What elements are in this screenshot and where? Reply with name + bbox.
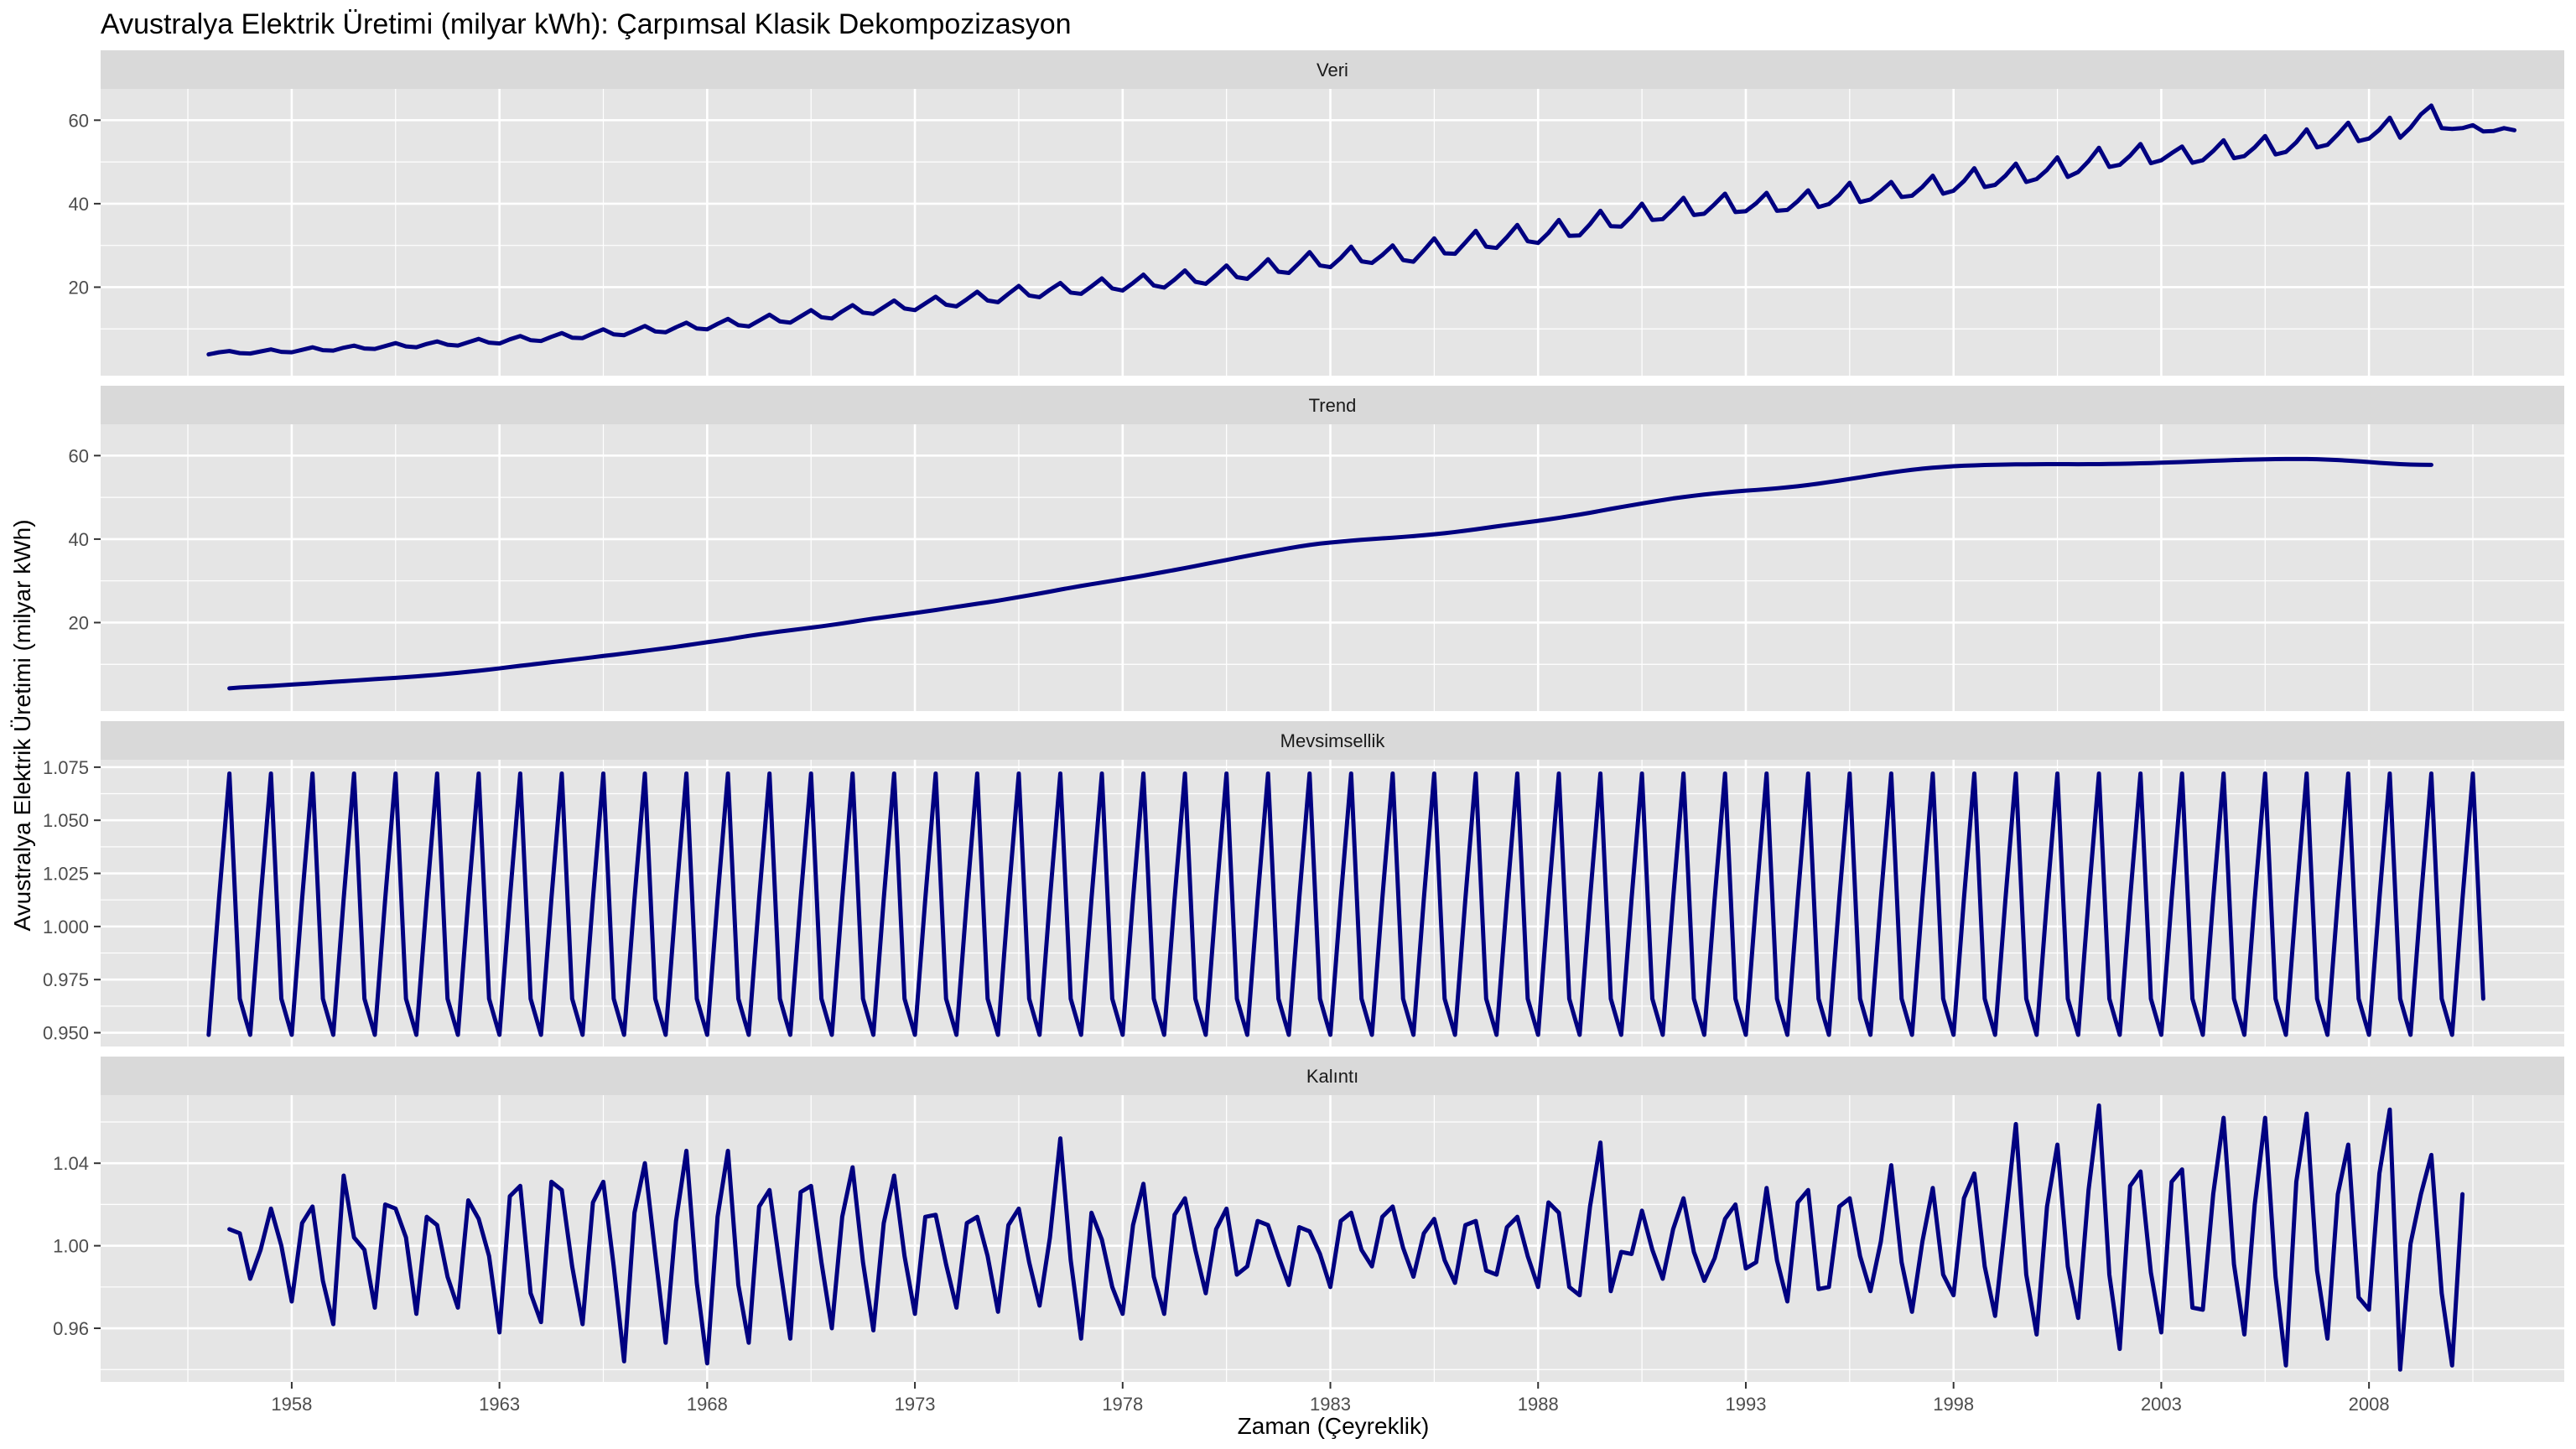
x-tick-label: 1998 <box>1933 1394 1974 1415</box>
series-line <box>206 771 2485 1037</box>
facet-1: Trend 20 40 60 <box>69 386 2564 711</box>
y-tick-label: 20 <box>69 277 89 298</box>
x-tick-label: 2008 <box>2349 1394 2390 1415</box>
x-tick-label: 1988 <box>1518 1394 1559 1415</box>
x-tick-label: 2003 <box>2141 1394 2182 1415</box>
y-tick-label: 0.950 <box>43 1023 89 1044</box>
facet-panel-bg <box>101 89 2564 376</box>
x-tick-label: 1973 <box>895 1394 936 1415</box>
y-tick-label: 1.000 <box>43 917 89 937</box>
y-tick-label: 1.04 <box>53 1153 89 1174</box>
facet-panels: Veri 20 40 60 Trend 20 40 60 Mevsimsellik 0.950 0.… <box>43 50 2564 1382</box>
x-tick-label: 1963 <box>479 1394 520 1415</box>
y-tick-label: 1.075 <box>43 757 89 778</box>
y-tick-label: 0.975 <box>43 969 89 990</box>
facet-0: Veri 20 40 60 <box>69 50 2564 376</box>
facet-strip-label: Veri <box>1317 60 1348 80</box>
x-tick-label: 1968 <box>687 1394 728 1415</box>
y-tick-label: 60 <box>69 445 89 466</box>
facet-strip <box>101 50 2564 89</box>
facet-strip-label: Kalıntı <box>1306 1066 1358 1087</box>
series-line <box>206 103 2517 357</box>
x-tick-label: 1993 <box>1725 1394 1766 1415</box>
x-axis: 1958 1963 1968 1973 1978 1983 1988 1993 1998 2003… <box>271 1382 2390 1415</box>
y-axis-title: Avustralya Elektrik Üretimi (milyar kWh) <box>9 519 35 931</box>
facet-3: Kalıntı 0.96 1.00 1.04 <box>53 1057 2564 1382</box>
y-tick-label: 40 <box>69 194 89 215</box>
y-tick-label: 1.050 <box>43 810 89 831</box>
x-axis-title: Zaman (Çeyreklik) <box>1238 1413 1430 1439</box>
facet-panel-bg <box>101 1095 2564 1382</box>
series-line <box>227 1103 2465 1372</box>
chart-title: Avustralya Elektrik Üretimi (milyar kWh)… <box>101 8 1072 40</box>
x-tick-label: 1983 <box>1310 1394 1351 1415</box>
y-tick-label: 60 <box>69 110 89 131</box>
y-tick-label: 1.00 <box>53 1236 89 1257</box>
facet-strip <box>101 386 2564 424</box>
facet-strip-label: Trend <box>1309 395 1357 416</box>
y-tick-label: 40 <box>69 529 89 550</box>
x-tick-label: 1978 <box>1102 1394 1143 1415</box>
facet-strip-label: Mevsimsellik <box>1280 730 1386 751</box>
facet-strip <box>101 721 2564 760</box>
series-line <box>227 456 2433 691</box>
facet-strip <box>101 1057 2564 1095</box>
facet-2: Mevsimsellik 0.950 0.975 1.000 1.025 1.050 1.0… <box>43 721 2564 1046</box>
y-tick-label: 0.96 <box>53 1318 89 1339</box>
y-tick-label: 1.025 <box>43 864 89 885</box>
y-tick-label: 20 <box>69 612 89 633</box>
x-tick-label: 1958 <box>271 1394 312 1415</box>
facet-panel-bg <box>101 424 2564 711</box>
